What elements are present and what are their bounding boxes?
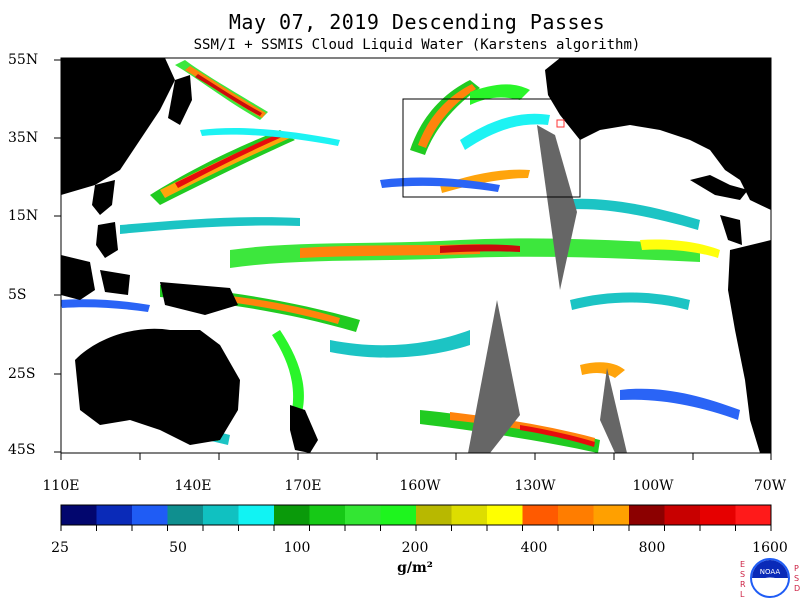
lat-label-25s: 25S	[8, 366, 36, 382]
swath-gap-north	[537, 125, 577, 290]
colorbar-swatch	[593, 505, 630, 525]
colorbar-swatch	[451, 505, 488, 525]
colorbar-swatch	[416, 505, 452, 525]
logo-letter-l: L	[740, 590, 745, 599]
caribbean-islands	[690, 175, 748, 200]
swath-gap-east	[600, 368, 627, 453]
colorbar-label-1600: 1600	[752, 540, 788, 556]
logo-letter-e: E	[740, 560, 746, 569]
colorbar-swatch	[132, 505, 168, 525]
new-guinea-island	[160, 282, 238, 315]
lon-label-170e: 170E	[284, 478, 322, 494]
logo-letter-s: S	[740, 570, 746, 579]
colorbar-swatch	[558, 505, 594, 525]
colorbar-swatch	[345, 505, 381, 525]
sulawesi-island	[100, 270, 130, 295]
land-masses	[61, 58, 771, 453]
lon-label-100w: 100W	[632, 478, 674, 494]
lon-label-160w: 160W	[399, 478, 441, 494]
colorbar-label-800: 800	[638, 540, 666, 556]
lon-label-140e: 140E	[174, 478, 212, 494]
lat-label-55n: 55N	[8, 52, 39, 68]
new-zealand-island	[290, 405, 318, 453]
philippines-island	[96, 222, 118, 258]
map-panel	[61, 58, 771, 453]
colorbar-swatch	[96, 505, 133, 525]
logo-letter-s2: S	[794, 574, 800, 583]
swath-gap-central	[468, 300, 520, 453]
colorbar-swatch	[167, 505, 204, 525]
lat-label-45s: 45S	[8, 442, 36, 458]
colorbar-units: g/m²	[397, 560, 433, 576]
colorbar-label-25: 25	[51, 540, 69, 556]
colorbar-swatch	[522, 505, 559, 525]
north-america-landmass	[545, 58, 771, 210]
colorbar-swatch	[203, 505, 239, 525]
japan-island	[168, 75, 192, 125]
colorbar-label-400: 400	[520, 540, 548, 556]
map-frame	[60, 57, 772, 454]
swath-gaps	[468, 125, 627, 453]
colorbar-swatch	[274, 505, 310, 525]
lat-label-5s: 5S	[8, 287, 27, 303]
colorbar-label-100: 100	[283, 540, 311, 556]
noaa-emblem-text: NOAA	[760, 568, 781, 576]
australia-landmass	[75, 328, 240, 445]
map-subtitle: SSM/I + SSMIS Cloud Liquid Water (Karste…	[193, 37, 641, 53]
region-highlight-box	[402, 98, 581, 198]
colorbar	[60, 504, 772, 531]
colorbar-swatch	[735, 505, 772, 525]
central-america-landmass	[720, 215, 742, 245]
lon-label-110e: 110E	[42, 478, 80, 494]
colorbar-label-50: 50	[169, 540, 187, 556]
point-marker	[556, 119, 565, 128]
colorbar-swatch	[380, 505, 417, 525]
colorbar-swatch	[309, 505, 346, 525]
lon-label-130w: 130W	[514, 478, 556, 494]
noaa-logo: E S R L NOAA P S D	[738, 556, 800, 600]
colorbar-swatch	[629, 505, 665, 525]
colorbar-swatch	[61, 505, 97, 525]
borneo-island	[61, 255, 95, 300]
logo-letter-d: D	[794, 584, 800, 593]
colorbar-label-200: 200	[401, 540, 429, 556]
map-title: May 07, 2019 Descending Passes	[228, 10, 606, 34]
asia-landmass	[61, 58, 175, 195]
logo-letter-r: R	[740, 580, 746, 589]
colorbar-swatch	[238, 505, 275, 525]
colorbar-swatch	[664, 505, 701, 525]
south-america-landmass	[728, 240, 771, 453]
colorbar-swatch	[700, 505, 736, 525]
lat-label-15n: 15N	[8, 208, 39, 224]
axis-ticks	[54, 59, 772, 460]
colorbar-swatch	[487, 505, 523, 525]
lat-label-35n: 35N	[8, 130, 39, 146]
taiwan-philippines	[92, 180, 115, 215]
logo-letter-p: P	[794, 564, 799, 573]
noaa-emblem-icon: NOAA	[750, 558, 790, 598]
lon-label-70w: 70W	[753, 478, 787, 494]
